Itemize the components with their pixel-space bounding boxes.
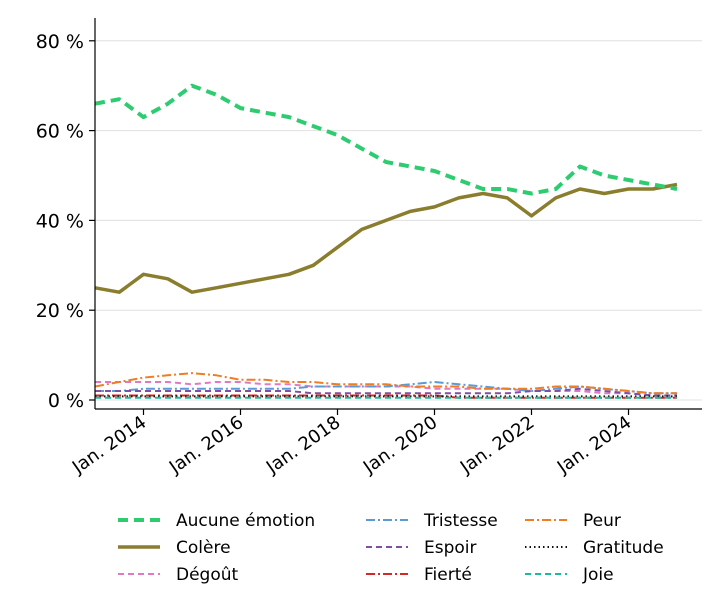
x-tick-label: Jan. 2016: [165, 412, 247, 479]
series-line-5: [95, 394, 677, 399]
y-tick-label: 40 %: [36, 210, 84, 232]
series-line-4: [95, 387, 677, 397]
legend-label: Colère: [176, 538, 231, 558]
series-line-0: [94, 83, 678, 196]
y-tick-label: 0 %: [48, 390, 84, 412]
x-tick-label: Jan. 2022: [456, 412, 538, 479]
series-lines: [94, 83, 678, 399]
y-tick-label: 60 %: [36, 121, 84, 143]
legend-label: Joie: [582, 565, 614, 585]
series-line-1: [94, 182, 678, 294]
y-ticks: 0 % 20 % 40 % 60 % 80 %: [36, 31, 95, 412]
series-line-6: [94, 372, 677, 395]
x-tick-label: Jan. 2024: [553, 412, 635, 479]
legend-label: Espoir: [424, 538, 477, 558]
series-line-3: [95, 381, 677, 395]
x-tick-label: Jan. 2014: [68, 412, 150, 479]
legend-label: Gratitude: [583, 538, 664, 558]
legend-label: Aucune émotion: [176, 511, 315, 531]
x-ticks: Jan. 2014 Jan. 2016 Jan. 2018 Jan. 2020 Jan.…: [68, 409, 635, 478]
legend-label: Tristesse: [423, 511, 498, 531]
y-tick-label: 20 %: [36, 300, 84, 322]
legend: Aucune émotion Colère Dégoût Tristesse Espoi…: [118, 511, 664, 585]
x-tick-label: Jan. 2018: [262, 412, 344, 479]
y-tick-label: 80 %: [36, 31, 84, 53]
axes: [94, 18, 702, 410]
legend-label: Peur: [583, 511, 621, 531]
x-tick-label: Jan. 2020: [359, 412, 441, 479]
legend-label: Dégoût: [176, 565, 239, 585]
legend-label: Fierté: [424, 565, 472, 585]
gridlines: [95, 40, 702, 401]
